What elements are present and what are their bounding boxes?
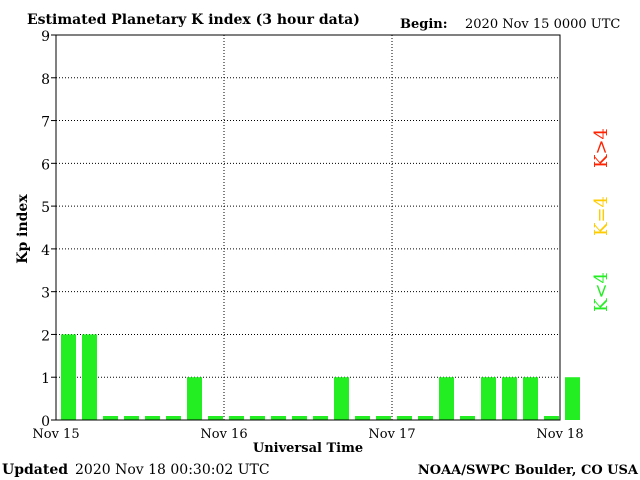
legend-low: K<4: [591, 272, 612, 312]
x-tick-label: Nov 16: [200, 427, 247, 442]
kp-bar: [460, 416, 475, 420]
kp-bar: [565, 377, 580, 420]
x-tick-label: Nov 18: [536, 427, 583, 442]
kp-bar: [103, 416, 118, 420]
y-tick-label: 3: [41, 286, 50, 302]
plot-area: 0 1 2 3 4 5 6 7 8 9 Nov 15 Nov 16 Nov 17 Nov 18: [32, 29, 583, 442]
kp-bar: [61, 334, 76, 420]
kp-bar: [523, 377, 538, 420]
kp-bar: [229, 416, 244, 420]
x-axis-label: Universal Time: [253, 441, 363, 456]
x-tick-label: Nov 17: [368, 427, 415, 442]
y-tick-label: 9: [41, 29, 50, 45]
legend-equal: K=4: [591, 196, 612, 236]
kp-bar: [334, 377, 349, 420]
y-axis-label: Kp index: [15, 194, 31, 264]
kp-bar: [187, 377, 202, 420]
y-tick-label: 6: [41, 157, 50, 173]
credit-text: NOAA/SWPC Boulder, CO USA: [418, 463, 639, 478]
kp-bar: [124, 416, 139, 420]
kp-bar: [439, 377, 454, 420]
kp-bar: [418, 416, 433, 420]
grid-lines: [56, 35, 560, 420]
chart-title: Estimated Planetary K index (3 hour data…: [27, 12, 360, 28]
x-axis-ticks: Nov 15 Nov 16 Nov 17 Nov 18: [32, 427, 583, 442]
kp-bar: [166, 416, 181, 420]
updated-value: 2020 Nov 18 00:30:02 UTC: [75, 462, 270, 478]
kp-bar: [271, 416, 286, 420]
plot-frame: [55, 34, 561, 421]
kp-bar: [544, 416, 559, 420]
y-tick-label: 7: [41, 115, 50, 131]
kp-bar: [250, 416, 265, 420]
y-tick-label: 8: [41, 72, 50, 88]
x-tick-label: Nov 15: [32, 427, 79, 442]
begin-value: 2020 Nov 15 0000 UTC: [465, 17, 620, 32]
y-tick-label: 0: [41, 414, 50, 430]
kp-bar: [481, 377, 496, 420]
kp-bar: [376, 416, 391, 420]
kp-bar: [355, 416, 370, 420]
kp-bar: [208, 416, 223, 420]
begin-label: Begin:: [400, 17, 448, 32]
legend-high: K>4: [591, 128, 612, 168]
y-axis-ticks: 0 1 2 3 4 5 6 7 8 9: [41, 29, 56, 430]
kp-bar: [313, 416, 328, 420]
y-tick-label: 2: [41, 328, 50, 344]
updated-label: Updated: [2, 462, 68, 478]
y-tick-label: 4: [41, 243, 50, 259]
kp-bar: [82, 334, 97, 420]
kp-bar: [397, 416, 412, 420]
kp-bar: [292, 416, 307, 420]
kp-bar: [145, 416, 160, 420]
kp-bar: [502, 377, 517, 420]
y-tick-label: 5: [41, 200, 50, 216]
kp-bars: [61, 334, 580, 420]
y-tick-label: 1: [41, 371, 50, 387]
